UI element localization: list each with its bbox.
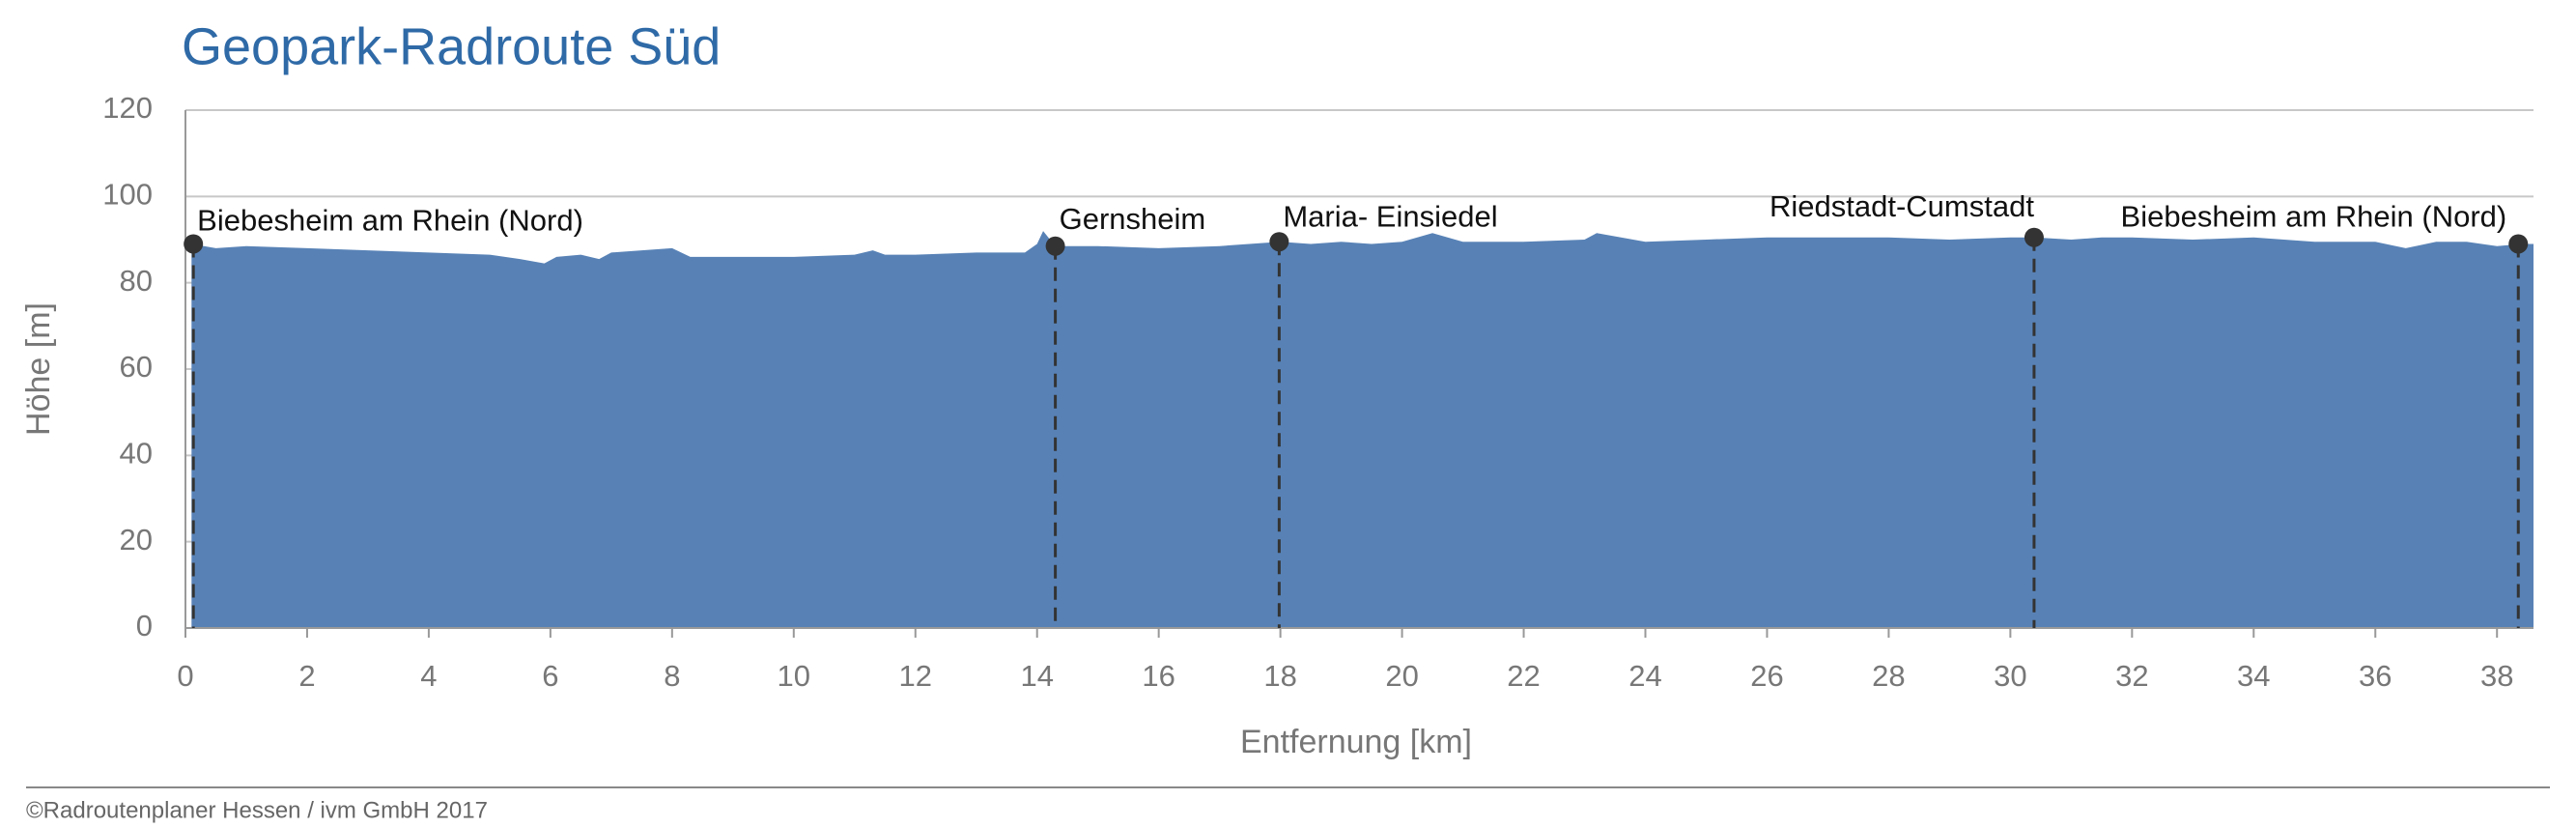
y-tick-label: 40 bbox=[120, 437, 153, 471]
elevation-area bbox=[191, 231, 2534, 629]
waypoint-marker bbox=[2508, 234, 2529, 254]
x-tick-label: 30 bbox=[1994, 659, 2026, 693]
x-tick-label: 18 bbox=[1263, 659, 1296, 693]
x-tick-label: 2 bbox=[298, 659, 315, 693]
x-tick-label: 8 bbox=[664, 659, 680, 693]
x-tick-label: 10 bbox=[778, 659, 810, 693]
chart-title: Geopark-Radroute Süd bbox=[182, 17, 721, 75]
x-tick-label: 14 bbox=[1020, 659, 1053, 693]
x-tick-label: 26 bbox=[1750, 659, 1783, 693]
x-tick-label: 38 bbox=[2480, 659, 2513, 693]
x-tick-label: 6 bbox=[542, 659, 558, 693]
y-tick-label: 0 bbox=[136, 609, 153, 642]
y-tick-label: 80 bbox=[120, 264, 153, 298]
y-tick-label: 120 bbox=[102, 91, 153, 125]
waypoint-marker bbox=[184, 234, 204, 254]
y-tick-label: 20 bbox=[120, 523, 153, 557]
x-tick-label: 28 bbox=[1872, 659, 1905, 693]
waypoint-label: Riedstadt-Cumstadt bbox=[1769, 189, 2034, 223]
waypoint-label: Gernsheim bbox=[1060, 202, 1206, 236]
waypoint-marker bbox=[2024, 227, 2044, 247]
x-tick-label: 36 bbox=[2359, 659, 2392, 693]
waypoint-label: Biebesheim am Rhein (Nord) bbox=[2121, 200, 2507, 234]
x-tick-label: 34 bbox=[2237, 659, 2270, 693]
source: ©Radroutenplaner Hessen / ivm GmbH 2017 bbox=[26, 797, 488, 823]
waypoint-marker bbox=[1045, 236, 1065, 256]
x-tick-label: 0 bbox=[177, 659, 193, 693]
x-tick-label: 12 bbox=[899, 659, 932, 693]
waypoint-label: Maria- Einsiedel bbox=[1283, 199, 1497, 233]
x-tick-label: 32 bbox=[2115, 659, 2148, 693]
y-tick-label: 60 bbox=[120, 350, 153, 384]
x-tick-label: 16 bbox=[1142, 659, 1175, 693]
x-axis-label: Entfernung [km] bbox=[1240, 724, 1472, 760]
y-tick-label: 100 bbox=[102, 178, 153, 212]
x-tick-label: 4 bbox=[420, 659, 437, 693]
waypoint-marker bbox=[1269, 232, 1289, 252]
y-axis-label: Höhe [m] bbox=[20, 302, 57, 436]
x-tick-label: 20 bbox=[1385, 659, 1418, 693]
x-tick-label: 22 bbox=[1507, 659, 1540, 693]
waypoint-label: Biebesheim am Rhein (Nord) bbox=[197, 204, 583, 238]
x-tick-label: 24 bbox=[1628, 659, 1661, 693]
